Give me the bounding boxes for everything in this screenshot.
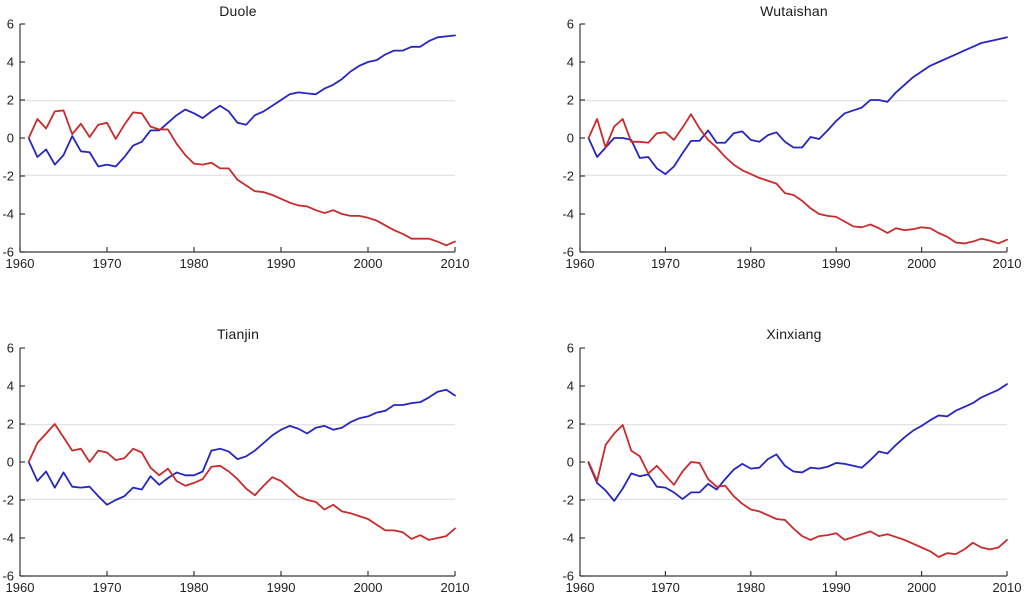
y-tick-label: -2 <box>2 493 14 508</box>
y-tick-label: -4 <box>562 531 574 546</box>
subplot-title-wutaishan: Wutaishan <box>760 3 828 19</box>
tianjin-plot-area: -6 -4 -2 0 2 4 6 1960 1970 1980 1990 2000 2010 <box>2 341 470 596</box>
y-tick-label: -4 <box>2 207 14 222</box>
x-tick-label: 1980 <box>180 256 209 271</box>
x-tick-label: 1970 <box>651 256 680 271</box>
y-tick-label: -2 <box>562 493 574 508</box>
y-tick-label: 2 <box>7 93 14 108</box>
tianjin-red-line <box>27 423 456 541</box>
duole-plot-area: -6 -4 -2 0 2 4 6 1960 1970 1980 1990 2000 2010 <box>2 17 470 272</box>
x-tick-label: 1990 <box>267 580 296 595</box>
y-tick-label: -4 <box>562 207 574 222</box>
duole-red-line <box>27 109 456 247</box>
x-tick-label: 1960 <box>6 580 35 595</box>
y-tick-label: 4 <box>7 55 14 70</box>
x-tick-label: 2010 <box>993 256 1022 271</box>
x-tick-label: 1970 <box>93 580 122 595</box>
x-tick-label: 2010 <box>441 256 470 271</box>
wutaishan-plot-area: -6 -4 -2 0 2 4 6 1960 1970 1980 1990 2000 2010 <box>562 17 1022 272</box>
y-tick-label: 0 <box>7 455 14 470</box>
y-tick-label: -2 <box>2 169 14 184</box>
y-tick-label: -6 <box>562 245 574 260</box>
x-tick-label: 1980 <box>180 580 209 595</box>
x-tick-label: 1960 <box>566 580 595 595</box>
subplot-title-tianjin: Tianjin <box>216 326 260 342</box>
x-tick-label: 2000 <box>354 580 383 595</box>
y-tick-label: 2 <box>567 93 574 108</box>
y-tick-label: -4 <box>2 531 14 546</box>
xinxiang-red-line <box>587 424 1008 558</box>
x-tick-label: 2000 <box>907 256 936 271</box>
x-tick-label: 1990 <box>822 580 851 595</box>
y-tick-label: 6 <box>567 341 574 356</box>
x-tick-label: 1990 <box>267 256 296 271</box>
x-tick-label: 2010 <box>993 580 1022 595</box>
y-tick-label: -6 <box>2 569 14 584</box>
y-tick-label: 4 <box>567 379 574 394</box>
y-tick-label: -6 <box>2 245 14 260</box>
wutaishan-blue-line <box>587 36 1008 176</box>
x-tick-label: 2000 <box>907 580 936 595</box>
x-tick-label: 1980 <box>736 256 765 271</box>
xinxiang-blue-line <box>587 383 1008 502</box>
x-tick-label: 1960 <box>6 256 35 271</box>
x-tick-label: 2010 <box>441 580 470 595</box>
y-tick-label: -6 <box>562 569 574 584</box>
y-tick-label: 2 <box>567 417 574 432</box>
x-tick-label: 1970 <box>651 580 680 595</box>
y-tick-label: 6 <box>7 341 14 356</box>
tianjin-blue-line <box>27 388 456 506</box>
y-tick-label: 2 <box>7 417 14 432</box>
y-tick-label: 0 <box>567 455 574 470</box>
y-tick-label: 4 <box>567 55 574 70</box>
y-tick-label: 6 <box>7 17 14 32</box>
xinxiang-plot-area: -6 -4 -2 0 2 4 6 1960 1970 1980 1990 2000 2010 <box>562 341 1022 596</box>
wutaishan-red-line <box>587 113 1008 245</box>
duole-blue-line <box>27 34 456 168</box>
y-tick-label: 0 <box>567 131 574 146</box>
y-tick-label: -2 <box>562 169 574 184</box>
x-tick-label: 1980 <box>736 580 765 595</box>
y-tick-label: 6 <box>567 17 574 32</box>
x-tick-label: 1990 <box>822 256 851 271</box>
x-tick-label: 2000 <box>354 256 383 271</box>
subplot-title-duole: Duole <box>219 3 257 19</box>
x-tick-label: 1960 <box>566 256 595 271</box>
y-tick-label: 4 <box>7 379 14 394</box>
x-tick-label: 1970 <box>93 256 122 271</box>
y-tick-label: 0 <box>7 131 14 146</box>
subplot-title-xinxiang: Xinxiang <box>766 326 822 342</box>
